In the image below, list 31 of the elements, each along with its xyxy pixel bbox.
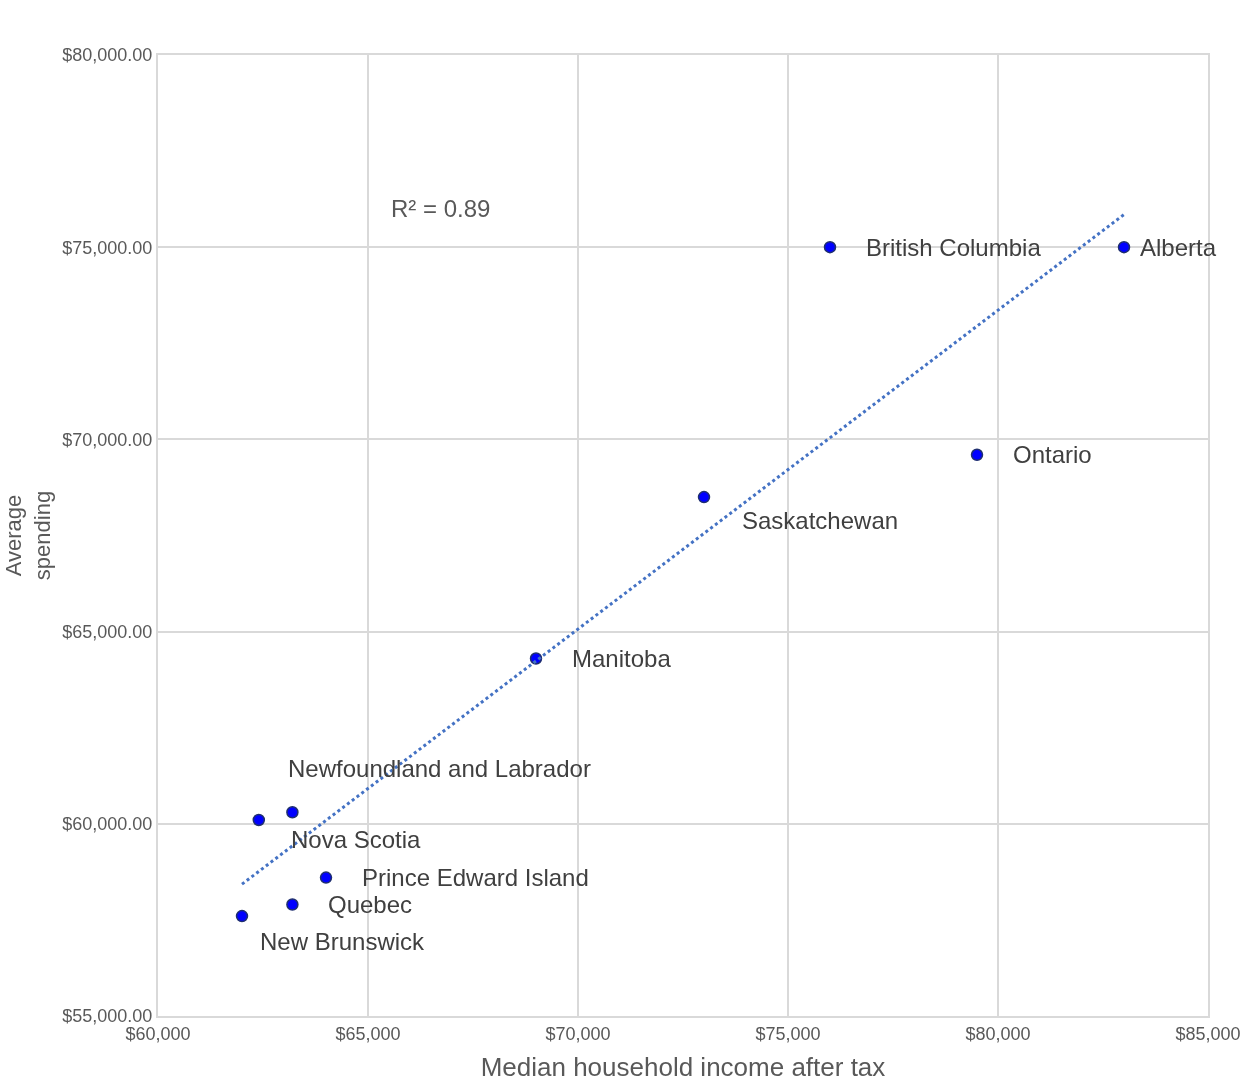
annotation: Quebec <box>328 891 413 918</box>
x-tick-label: $65,000 <box>335 1023 401 1044</box>
point <box>970 448 984 462</box>
point <box>286 806 299 819</box>
annotation: Alberta <box>1140 234 1217 261</box>
point <box>823 240 837 254</box>
x-axis-title: Median household income after tax <box>480 1051 886 1082</box>
x-tick-label: $85,000 <box>1175 1023 1241 1044</box>
annotation: British Columbia <box>866 234 1042 261</box>
annotation: New Brunswick <box>260 928 426 955</box>
point <box>235 909 249 923</box>
annotation: Manitoba <box>572 645 672 672</box>
point <box>252 813 266 827</box>
x-tick-label: $80,000 <box>965 1023 1031 1044</box>
y-tick-label: $60,000.00 <box>62 814 153 835</box>
annotation: Prince Edward Island <box>362 864 589 891</box>
annotation: Saskatchewan <box>742 507 899 534</box>
y-tick-label: $70,000.00 <box>62 429 153 450</box>
annotation: R² = 0.89 <box>391 195 491 222</box>
point <box>1117 240 1131 254</box>
y-tick-label: $80,000.00 <box>62 45 153 66</box>
y-tick-label: $75,000.00 <box>62 237 153 258</box>
point <box>319 871 333 884</box>
point <box>697 490 711 504</box>
annotation: Ontario <box>1013 441 1092 468</box>
y-tick-label: $65,000.00 <box>62 621 153 642</box>
x-tick-label: $70,000 <box>545 1023 611 1044</box>
point <box>286 898 299 911</box>
y-axis-title: Average spending <box>1 490 55 581</box>
x-tick-label: $75,000 <box>755 1023 821 1044</box>
annotation: Nova Scotia <box>291 826 422 853</box>
